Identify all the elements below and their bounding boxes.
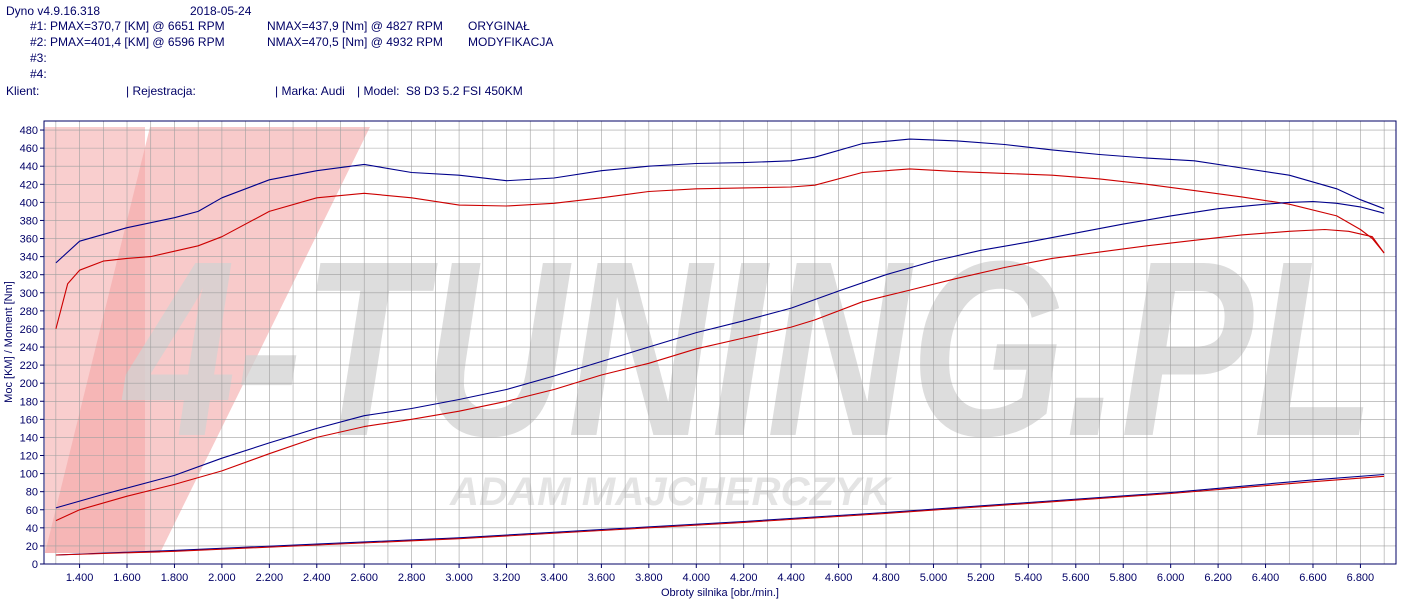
x-tick-label-3000: 3.000: [445, 572, 473, 584]
y-tick-label-320: 320: [20, 270, 38, 282]
y-tick-label-200: 200: [20, 378, 38, 390]
run-1-id: #1:: [30, 19, 47, 33]
run-4-id: #4:: [30, 67, 47, 81]
series-line-run2-losses: [55, 473, 1385, 556]
y-tick-label-380: 380: [20, 215, 38, 227]
run-2-pmax: PMAX=401,4 [KM] @ 6596 RPM: [50, 35, 225, 49]
x-tick-label-1400: 1.400: [66, 572, 94, 584]
y-tick-label-460: 460: [20, 143, 38, 155]
y-tick-label-240: 240: [20, 342, 38, 354]
x-tick-label-2400: 2.400: [303, 572, 331, 584]
x-tick-label-4800: 4.800: [872, 572, 900, 584]
x-tick-label-4600: 4.600: [825, 572, 853, 584]
y-tick-label-280: 280: [20, 306, 38, 318]
x-tick-label-3200: 3.200: [493, 572, 521, 584]
y-tick-label-440: 440: [20, 161, 38, 173]
y-tick-label-260: 260: [20, 324, 38, 336]
watermark-sub: ADAM MAJCHERCZYK: [449, 470, 893, 514]
y-tick-label-140: 140: [20, 432, 38, 444]
registration-label: | Rejestracja:: [126, 84, 196, 98]
y-tick-label-480: 480: [20, 125, 38, 137]
y-tick-label-80: 80: [26, 487, 38, 499]
model-value: S8 D3 5.2 FSI 450KM: [406, 84, 523, 98]
grid: [44, 121, 1396, 565]
x-tick-label-5200: 5.200: [967, 572, 995, 584]
x-tick-label-1600: 1.600: [113, 572, 141, 584]
series-line-run2-torque: [55, 138, 1385, 264]
x-tick-label-3400: 3.400: [540, 572, 568, 584]
plot-frame: [43, 120, 1397, 565]
x-tick-label-2000: 2.000: [208, 572, 236, 584]
series-line-run1-power: [55, 228, 1385, 522]
run-2-id: #2:: [30, 35, 47, 49]
y-tick-label-40: 40: [26, 523, 38, 535]
y-tick-label-60: 60: [26, 505, 38, 517]
x-tick-label-5400: 5.400: [1015, 572, 1043, 584]
test-date: 2018-05-24: [190, 4, 252, 18]
y-axis-label: Moc [KM] / Moment [Nm]: [3, 281, 15, 403]
y-tick-label-180: 180: [20, 396, 38, 408]
watermark-brand: 4-TUNING.PL: [121, 209, 1375, 488]
watermark: 4-TUNING.PL ADAM MAJCHERCZYK: [45, 127, 1375, 553]
watermark-slash: [45, 127, 370, 553]
x-tick-label-6200: 6.200: [1204, 572, 1232, 584]
x-tick-label-4200: 4.200: [730, 572, 758, 584]
run-1-pmax: PMAX=370,7 [KM] @ 6651 RPM: [50, 19, 225, 33]
x-tick-label-6000: 6.000: [1157, 572, 1185, 584]
ticks: 0 20 40 60 80 100 120 140 160 180 200 220 240 260 280 3…: [20, 125, 1375, 584]
y-tick-label-360: 360: [20, 234, 38, 246]
run-2-nmax: NMAX=470,5 [Nm] @ 4932 RPM: [267, 35, 443, 49]
x-tick-label-6600: 6.600: [1299, 572, 1327, 584]
series-line-run1-torque: [55, 168, 1385, 330]
x-tick-label-3800: 3.800: [635, 572, 663, 584]
model-label: | Model:: [357, 84, 400, 98]
make-label: | Marka: Audi: [275, 84, 345, 98]
y-tick-label-340: 340: [20, 252, 38, 264]
x-tick-label-6400: 6.400: [1252, 572, 1280, 584]
x-tick-label-4000: 4.000: [683, 572, 711, 584]
series-layer: [55, 138, 1385, 556]
run-1-nmax: NMAX=437,9 [Nm] @ 4827 RPM: [267, 19, 443, 33]
x-tick-label-1800: 1.800: [161, 572, 189, 584]
y-tick-label-100: 100: [20, 469, 38, 481]
y-tick-label-0: 0: [32, 559, 38, 571]
x-tick-label-5600: 5.600: [1062, 572, 1090, 584]
series-line-run1-losses: [55, 475, 1385, 556]
x-tick-label-5800: 5.800: [1109, 572, 1137, 584]
run-2-label: MODYFIKACJA: [468, 35, 554, 49]
run-1-label: ORYGINAŁ: [468, 19, 530, 33]
y-tick-label-220: 220: [20, 360, 38, 372]
x-tick-label-4400: 4.400: [777, 572, 805, 584]
series-line-run2-power: [55, 200, 1385, 509]
x-tick-label-2600: 2.600: [350, 572, 378, 584]
app-version: Dyno v4.9.16.318: [6, 4, 101, 18]
x-axis-label: Obroty silnika [obr./min.]: [661, 587, 779, 599]
y-tick-label-20: 20: [26, 541, 38, 553]
x-tick-label-3600: 3.600: [588, 572, 616, 584]
run-3-id: #3:: [30, 51, 47, 65]
x-tick-label-2200: 2.200: [256, 572, 284, 584]
y-tick-label-420: 420: [20, 179, 38, 191]
y-tick-label-400: 400: [20, 197, 38, 209]
x-tick-label-5000: 5.000: [920, 572, 948, 584]
y-tick-label-300: 300: [20, 288, 38, 300]
y-tick-label-120: 120: [20, 451, 38, 463]
x-tick-label-6800: 6.800: [1347, 572, 1375, 584]
client-label: Klient:: [6, 84, 40, 98]
x-tick-label-2800: 2.800: [398, 572, 426, 584]
y-tick-label-160: 160: [20, 414, 38, 426]
